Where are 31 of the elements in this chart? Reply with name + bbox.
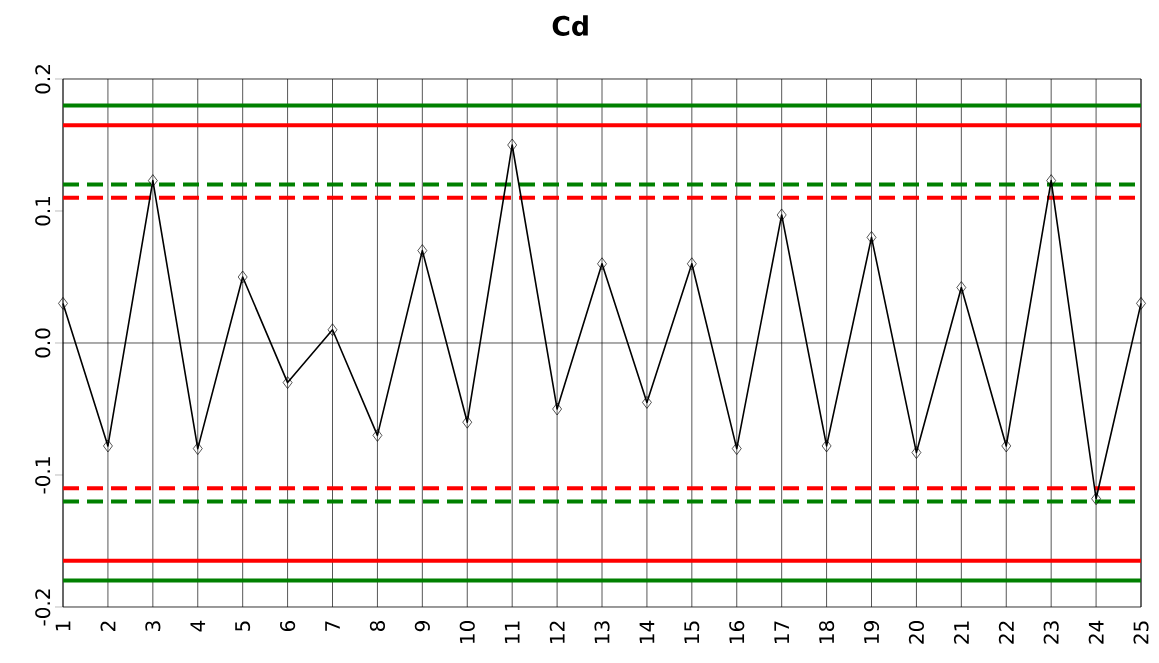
x-tick-label: 8 (369, 621, 385, 632)
x-tick-label: 16 (729, 620, 745, 643)
y-tick-label: 0.0 (35, 328, 51, 358)
x-tick-label: 21 (953, 621, 969, 644)
x-tick-label: 15 (684, 621, 700, 643)
x-tick-label: 9 (414, 621, 430, 632)
x-tick-label: 2 (100, 621, 116, 631)
x-tick-label: 17 (774, 621, 789, 643)
x-tick-label: 22 (998, 621, 1014, 644)
x-tick-label: 6 (280, 620, 296, 632)
x-tick-label: 19 (863, 621, 880, 643)
y-tick-label: 0.1 (35, 196, 51, 226)
x-tick-label: 25 (1133, 621, 1149, 644)
x-tick-label: 1 (55, 621, 71, 631)
x-tick-label: 24 (1088, 620, 1104, 644)
x-tick-label: 18 (819, 621, 835, 643)
x-tick-label: 10 (459, 621, 475, 643)
x-tick-label: 12 (549, 621, 565, 643)
y-tick-label: 0.2 (35, 65, 51, 94)
x-tick-label: 7 (325, 621, 340, 631)
x-tick-label: 23 (1043, 621, 1059, 644)
y-tick-label: -0.1 (35, 457, 51, 494)
y-tick-label: -0.2 (35, 589, 51, 626)
x-tick-label: 11 (504, 621, 520, 643)
x-tick-label: 4 (190, 620, 206, 632)
x-tick-label: 13 (594, 621, 610, 643)
x-tick-label: 20 (908, 621, 924, 644)
x-tick-label: 3 (145, 621, 161, 631)
chart-title: Cd (552, 15, 588, 36)
x-tick-label: 14 (639, 620, 655, 643)
x-tick-label: 5 (235, 621, 251, 631)
